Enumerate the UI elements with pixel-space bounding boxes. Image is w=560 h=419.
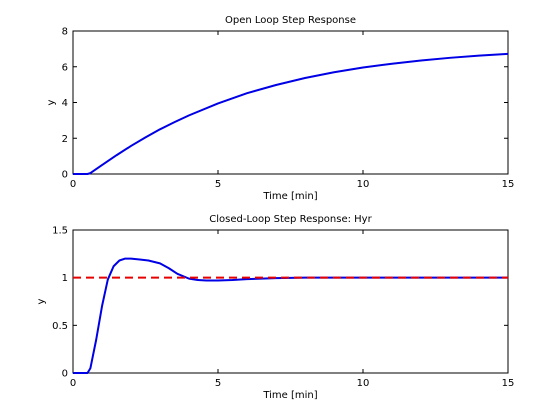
- top-subplot: Open Loop Step Response Time [min] y 0 5 1…: [46, 15, 514, 202]
- top-plot-title: Open Loop Step Response: [225, 15, 356, 26]
- top-y-tick-label: 4: [62, 98, 68, 109]
- top-x-tick-label: 15: [502, 179, 515, 190]
- top-y-axis-label: y: [46, 99, 57, 105]
- bottom-subplot: Closed-Loop Step Response: Hyr Time [min…: [36, 214, 514, 401]
- bottom-y-tick-label: 0: [62, 369, 68, 380]
- bottom-plot-lines: [73, 257, 508, 374]
- bottom-x-tick-label: 10: [357, 378, 370, 389]
- top-y-tick-label: 6: [62, 62, 68, 73]
- top-y-tick-label: 8: [62, 27, 68, 38]
- bottom-y-tick-label: 1: [62, 273, 68, 284]
- bottom-plot-title: Closed-Loop Step Response: Hyr: [209, 214, 372, 225]
- bottom-y-tick-label: 0.5: [52, 321, 68, 332]
- top-x-axis-label: Time [min]: [262, 191, 317, 202]
- top-x-tick-label: 5: [215, 179, 221, 190]
- bottom-y-axis-label: y: [36, 298, 47, 304]
- top-x-tick-label: 10: [357, 179, 370, 190]
- bottom-x-tick-label: 5: [215, 378, 221, 389]
- top-response-line: [73, 52, 509, 175]
- bottom-x-tick-label: 15: [502, 378, 515, 389]
- bottom-y-tick-label: 1.5: [52, 226, 68, 237]
- top-y-tick-label: 2: [62, 134, 68, 145]
- bottom-x-axis-label: Time [min]: [262, 390, 317, 401]
- bottom-axes-frame: [72, 229, 509, 374]
- bottom-axis-ticks: 0 5 10 15 0 0.5 1 1.5: [52, 226, 514, 390]
- top-plot-lines: [73, 52, 509, 175]
- top-y-tick-label: 0: [62, 170, 68, 181]
- top-x-tick-label: 0: [70, 179, 76, 190]
- bottom-x-tick-label: 0: [70, 378, 76, 389]
- top-axes-frame: [72, 30, 509, 175]
